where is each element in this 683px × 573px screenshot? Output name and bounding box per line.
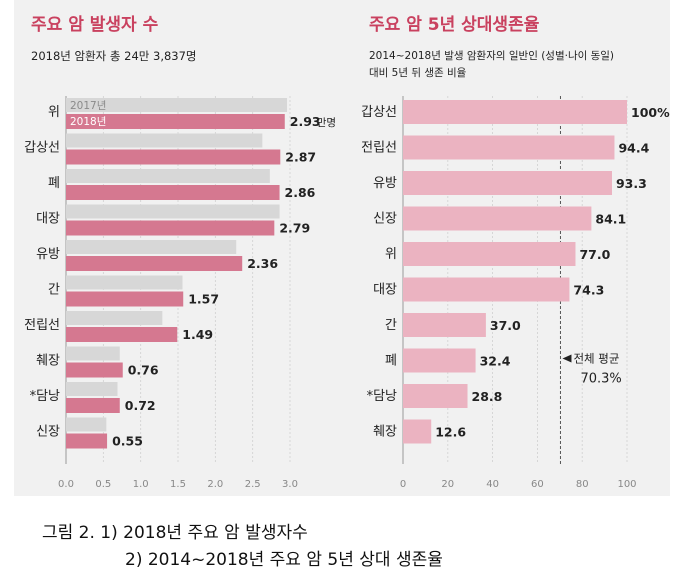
- chart2-category-label: 간: [385, 318, 397, 333]
- chart1-value-label: 0.76: [128, 363, 159, 378]
- chart2-category-label: 폐: [385, 354, 397, 369]
- chart2-category-label: 유방: [373, 176, 397, 191]
- chart2-subtitle-line-2: 대비 5년 뒤 생존 비율: [369, 67, 467, 79]
- chart2-category-label: 췌장: [373, 425, 397, 440]
- chart1-bar-2017: [66, 417, 107, 432]
- chart2-value-label: 37.0: [490, 318, 521, 333]
- chart1-subtitle: 2018년 암환자 총 24만 3,837명: [31, 49, 197, 63]
- chart2-bar: [403, 171, 612, 195]
- chart2-x-tick-label: 0: [400, 479, 406, 490]
- chart1-x-tick-label: 0.5: [95, 479, 111, 490]
- chart1-value-label: 2.86: [285, 185, 316, 200]
- chart1-bar-2018: [66, 149, 281, 165]
- chart2-category-label: 전립선: [361, 141, 397, 156]
- chart2-bar: [403, 206, 592, 231]
- chart1-value-label: 2.93: [290, 114, 321, 129]
- chart2-bar: [403, 419, 432, 444]
- chart2-bar: [403, 313, 486, 337]
- chart1-category-label: *담낭: [30, 389, 60, 404]
- chart1-legend-2017: 2017년: [70, 100, 106, 112]
- chart1-x-tick-label: 1.0: [133, 479, 149, 490]
- chart2-subtitle-line-1: 2014~2018년 발생 암환자의 일반인 (성별·나이 동일): [369, 49, 614, 62]
- chart2-x-tick-label: 20: [441, 479, 454, 490]
- figure-caption-line-2: 2) 2014~2018년 주요 암 5년 상대 생존율: [125, 550, 443, 570]
- chart1-value-label: 2.36: [247, 256, 278, 271]
- chart1-bar-2018: [66, 433, 108, 449]
- chart2-value-label: 93.3: [616, 176, 647, 191]
- chart1-value-label: 0.55: [112, 434, 143, 449]
- chart1-bar-2017: [66, 133, 263, 148]
- chart1-category-label: 갑상선: [24, 141, 60, 156]
- chart1-x-tick-label: 3.0: [282, 479, 298, 490]
- chart1-bar-2018: [66, 114, 285, 129]
- chart1-value-label: 0.72: [125, 398, 156, 413]
- chart2-category-label: 신장: [373, 212, 397, 227]
- chart2-bar: [403, 277, 570, 302]
- chart2-value-label: 84.1: [595, 212, 626, 227]
- chart1-x-tick-label: 1.5: [170, 479, 186, 490]
- chart1-bar-2017: [66, 275, 183, 290]
- charts-svg: 주요 암 발생자 수 2018년 암환자 총 24만 3,837명 0.0 0.5 1.…: [24, 15, 670, 490]
- chart1-bar-2018: [66, 291, 184, 307]
- chart2-category-label: 대장: [373, 283, 397, 298]
- chart1-category-label: 췌장: [36, 354, 60, 369]
- chart2-x-tick-label: 100: [617, 479, 636, 490]
- chart1-bar-2018: [66, 256, 243, 271]
- chart2-bar: [403, 135, 615, 160]
- chart2-bar: [403, 100, 627, 124]
- chart2-x-tick-label: 80: [576, 479, 589, 490]
- chart1-category-label: 유방: [36, 247, 60, 262]
- chart2-value-label: 12.6: [435, 425, 466, 440]
- chart2-value-label: 77.0: [579, 247, 610, 262]
- chart1-value-label: 1.49: [182, 327, 213, 342]
- chart1-value-label: 1.57: [188, 292, 219, 307]
- chart2-value-label: 32.4: [480, 354, 511, 369]
- chart1-bar-2018: [66, 362, 123, 378]
- chart1-bar-2018: [66, 398, 120, 413]
- chart1-title: 주요 암 발생자 수: [31, 15, 159, 35]
- chart1-category-label: 대장: [36, 212, 60, 227]
- chart1-category-label: 신장: [36, 425, 60, 440]
- chart2-average-label: 전체 평균: [573, 352, 619, 366]
- chart2-category-label: 갑상선: [361, 105, 397, 120]
- chart2-title: 주요 암 5년 상대생존율: [369, 15, 540, 35]
- chart-panel: 주요 암 발생자 수 2018년 암환자 총 24만 3,837명 0.0 0.5 1.…: [14, 0, 670, 496]
- chart1-x-tick-label: 0.0: [58, 479, 74, 490]
- chart1-bar-2018: [66, 185, 280, 200]
- chart1-bar-2017: [66, 240, 237, 254]
- chart2-x-tick-label: 60: [531, 479, 544, 490]
- chart1-category-label: 위: [48, 105, 60, 120]
- figure-caption-line-1: 그림 2. 1) 2018년 주요 암 발생자수: [42, 523, 308, 543]
- chart1-bar-2017: [66, 382, 118, 396]
- chart1-category-label: 전립선: [24, 318, 60, 333]
- chart1-bar-2018: [66, 220, 275, 236]
- chart1-value-label: 2.79: [279, 221, 310, 236]
- chart2-x-tick-label: 40: [486, 479, 499, 490]
- chart2-bar: [403, 242, 576, 266]
- chart1-bar-2018: [66, 327, 178, 342]
- chart1-bar-2017: [66, 98, 288, 112]
- chart1-bar-2017: [66, 204, 280, 219]
- chart2-value-label: 28.8: [472, 389, 503, 404]
- chart1-bar-2017: [66, 311, 163, 325]
- chart1-category-label: 폐: [48, 176, 60, 191]
- chart1-value-label: 2.87: [285, 150, 316, 165]
- chart2-category-label: *담낭: [367, 389, 397, 404]
- chart1-category-label: 간: [48, 283, 60, 298]
- chart2-bar: [403, 348, 476, 373]
- chart1-x-tick-label: 2.5: [245, 479, 261, 490]
- chart1-bar-2017: [66, 169, 270, 183]
- chart2-bar: [403, 384, 468, 408]
- chart2-category-label: 위: [385, 247, 397, 262]
- chart1-bar-2017: [66, 346, 120, 361]
- chart2-value-label: 94.4: [618, 141, 649, 156]
- chart1-legend-2018: 2018년: [70, 116, 106, 128]
- chart1-unit-label: 만명: [317, 117, 336, 129]
- chart2-value-label: 100%: [631, 105, 670, 120]
- chart2-average-value: 70.3%: [580, 372, 621, 387]
- chart2-average-arrow: [562, 354, 572, 363]
- chart1-x-tick-label: 2.0: [207, 479, 223, 490]
- chart2-value-label: 74.3: [573, 283, 604, 298]
